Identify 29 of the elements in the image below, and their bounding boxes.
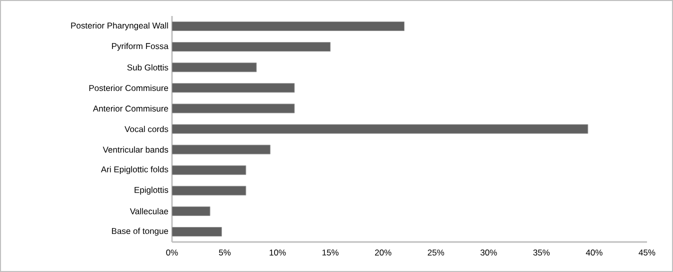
bar: [172, 226, 222, 236]
y-tick-label: Posterior Pharyngeal Wall: [71, 22, 168, 30]
bar: [172, 62, 257, 72]
x-tick-label: 45%: [638, 250, 656, 256]
bar: [172, 42, 331, 52]
x-tick-label: 30%: [480, 250, 497, 256]
x-tick-label: 20%: [375, 250, 392, 256]
y-tick-label: Ari Epiglottic folds: [100, 166, 168, 174]
x-tick-label: 40%: [586, 250, 602, 256]
y-tick-label: Vocal cords: [124, 126, 168, 132]
y-tick-label: Posterior Commisure: [89, 84, 168, 92]
y-tick-label: Base of tongue: [112, 228, 168, 236]
bar: [172, 165, 246, 175]
x-tick-label: 35%: [533, 250, 550, 256]
x-tick-label: 10%: [270, 250, 286, 256]
y-tick-label: Anterior Commisure: [92, 105, 168, 112]
bar: [172, 83, 295, 93]
x-tick-label: 15%: [322, 250, 339, 256]
bar: [172, 186, 246, 196]
bar: [172, 206, 210, 216]
x-tick-label: 0%: [166, 250, 178, 256]
x-tick-label: 5%: [218, 250, 231, 256]
y-tick-label: Ventricular bands: [102, 146, 168, 153]
y-tick-label: Epiglottis: [134, 186, 168, 195]
x-tick-label: 25%: [428, 250, 444, 256]
y-tick-label: Valleculae: [130, 208, 168, 214]
bar: [172, 22, 404, 32]
y-tick-label: Sub Glottis: [127, 64, 168, 70]
y-tick-label: Pyriform Fossa: [112, 42, 168, 51]
